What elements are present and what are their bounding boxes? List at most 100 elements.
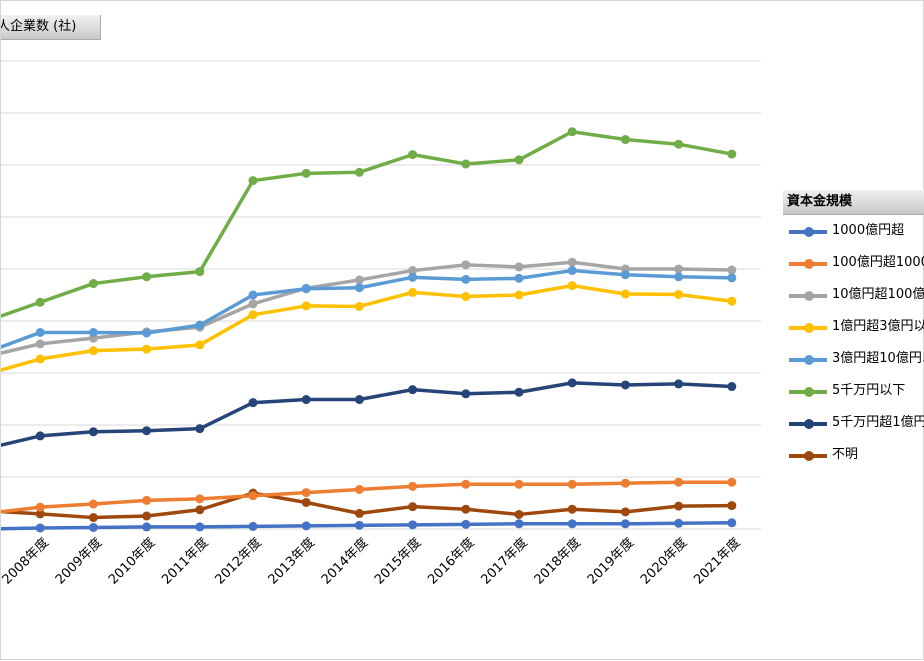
data-point [674, 501, 684, 511]
data-point [727, 477, 737, 487]
data-point [354, 484, 364, 494]
legend-label: 5千万円超1億円以下 [832, 415, 924, 430]
data-point [408, 150, 418, 160]
data-point [195, 320, 205, 330]
data-point [248, 521, 258, 531]
data-point [35, 431, 45, 441]
data-point [620, 507, 630, 517]
x-tick-label: 2021年度 [691, 535, 744, 588]
data-point [142, 495, 152, 505]
data-point [514, 155, 524, 165]
data-point [461, 389, 471, 399]
legend-title: 資本金規模 [783, 190, 924, 215]
data-point [408, 502, 418, 512]
data-point [248, 398, 258, 408]
data-point [461, 260, 471, 270]
data-point [195, 424, 205, 434]
data-point [35, 502, 45, 512]
data-point [567, 504, 577, 514]
data-point [88, 279, 98, 289]
legend: 資本金規模 1000億円超100億円超1000億円以下10億円超100億円以下1… [783, 190, 924, 471]
legend-item: 100億円超1000億円以下 [783, 247, 924, 279]
x-tick-label: 2010年度 [105, 535, 158, 588]
data-point [88, 522, 98, 532]
data-point [142, 522, 152, 532]
legend-label: 不明 [832, 447, 859, 462]
x-tick-label: 2014年度 [318, 535, 371, 588]
data-point [514, 273, 524, 283]
legend-item: 不明 [783, 439, 924, 471]
legend-item: 5千万円超1億円以下 [783, 407, 924, 439]
data-point [35, 354, 45, 364]
legend-item: 1000億円超 [783, 215, 924, 247]
data-point [301, 301, 311, 311]
legend-item: 1億円超3億円以下 [783, 311, 924, 343]
data-point [674, 264, 684, 274]
legend-marker [804, 355, 814, 365]
data-point [727, 382, 737, 392]
data-point [248, 491, 258, 501]
data-point [461, 479, 471, 489]
data-point [354, 508, 364, 518]
data-point [301, 497, 311, 507]
x-tick-label: 2018年度 [531, 535, 584, 588]
series-line [1, 381, 732, 447]
legend-label: 10億円超100億円以下 [832, 287, 924, 302]
data-point [88, 499, 98, 509]
data-point [567, 378, 577, 388]
data-point [408, 272, 418, 282]
data-point [674, 139, 684, 149]
data-point [35, 523, 45, 533]
data-point [142, 511, 152, 521]
data-point [674, 272, 684, 282]
data-point [567, 479, 577, 489]
x-tick-label: 2008年度 [1, 535, 52, 588]
data-point [301, 521, 311, 531]
x-tick-label: 2017年度 [478, 535, 531, 588]
data-point [727, 273, 737, 283]
data-point [248, 310, 258, 320]
data-point [354, 283, 364, 293]
data-point [727, 501, 737, 511]
legend-items: 1000億円超 100億円超1000億円以下 10億円超100億円以下 1億円超3億円… [783, 215, 924, 471]
data-point [620, 478, 630, 488]
data-point [142, 272, 152, 282]
data-point [674, 379, 684, 389]
data-point [88, 427, 98, 437]
data-point [461, 159, 471, 169]
series-line [1, 283, 733, 372]
data-point [408, 385, 418, 395]
data-point [301, 168, 311, 178]
data-point [727, 149, 737, 159]
legend-marker [804, 259, 814, 269]
legend-item: 10億円超100億円以下 [783, 279, 924, 311]
data-point [88, 327, 98, 337]
x-tick-label: 2015年度 [371, 535, 424, 588]
data-point [35, 297, 45, 307]
data-point [461, 274, 471, 284]
data-point [567, 127, 577, 137]
data-point [195, 267, 205, 277]
data-point [567, 281, 577, 291]
data-point [727, 518, 737, 528]
legend-marker [804, 227, 814, 237]
data-point [674, 477, 684, 487]
data-point [248, 176, 258, 186]
data-point [514, 519, 524, 529]
data-point [195, 340, 205, 350]
data-point [142, 328, 152, 338]
data-point [35, 509, 45, 519]
data-point [408, 481, 418, 491]
data-point [195, 494, 205, 504]
data-point [354, 395, 364, 405]
data-point [35, 339, 45, 349]
data-point [461, 292, 471, 302]
data-point [354, 167, 364, 177]
x-tick-label: 2019年度 [584, 535, 637, 588]
data-point [620, 289, 630, 299]
legend-marker [804, 323, 814, 333]
legend-marker [804, 451, 814, 461]
legend-item: 3億円超10億円以下 [783, 343, 924, 375]
x-tick-label: 2016年度 [425, 535, 478, 588]
data-point [408, 266, 418, 276]
